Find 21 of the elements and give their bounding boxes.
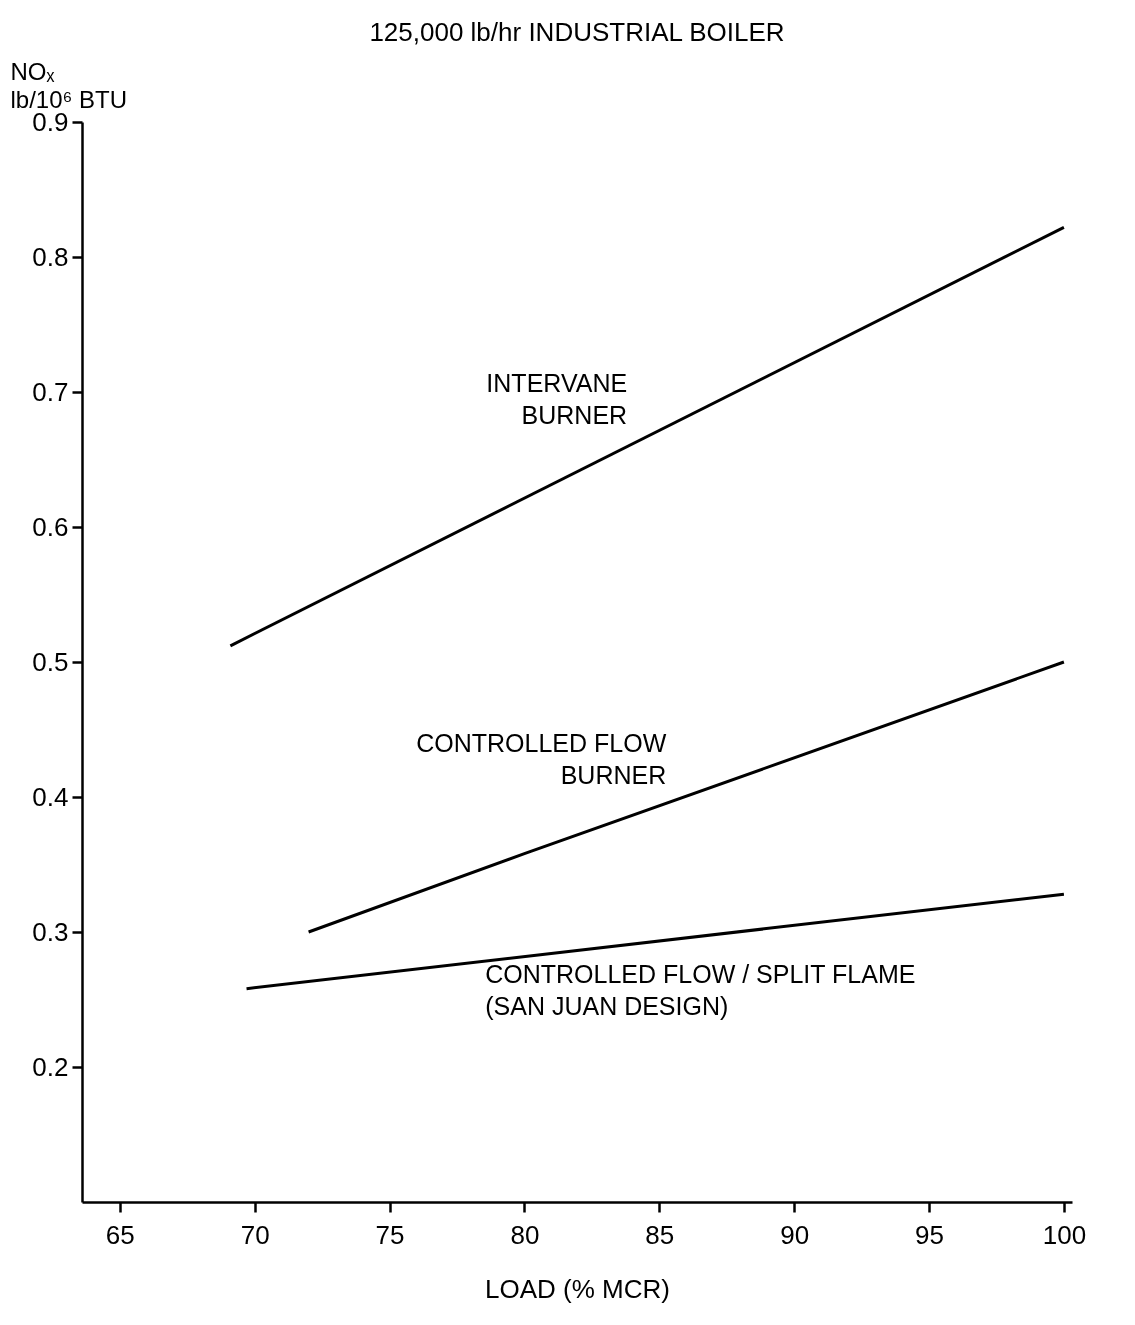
x-tick-label: 90	[780, 1219, 810, 1250]
x-tick-label: 75	[375, 1219, 405, 1250]
chart-title: 125,000 lb/hr INDUSTRIAL BOILER	[369, 17, 785, 47]
x-tick-label: 80	[510, 1219, 540, 1250]
x-axis-title: LOAD (% MCR)	[485, 1273, 670, 1304]
y-tick-label: 0.8	[32, 241, 69, 272]
x-tick-label: 85	[645, 1219, 675, 1250]
y-tick-label: 0.2	[32, 1051, 69, 1082]
series-label: CONTROLLED FLOW / SPLIT FLAME (SAN JUAN DESIGN)	[485, 960, 916, 1021]
x-tick-label: 65	[105, 1219, 135, 1250]
x-tick-label: 95	[915, 1219, 944, 1250]
series-label: INTERVANE BURNER	[486, 368, 628, 429]
x-tick-label: 70	[240, 1219, 270, 1250]
x-tick-label: 100	[1042, 1219, 1087, 1250]
y-tick-label: 0.5	[32, 646, 69, 677]
y-tick-label: 0.4	[32, 781, 69, 812]
series-label: CONTROLLED FLOW BURNER	[416, 729, 667, 789]
y-axis-title: NOₓ lb/10⁶ BTU	[10, 57, 128, 113]
y-tick-label: 0.7	[32, 376, 69, 407]
y-tick-label: 0.6	[32, 511, 69, 542]
y-tick-label: 0.3	[32, 916, 69, 947]
